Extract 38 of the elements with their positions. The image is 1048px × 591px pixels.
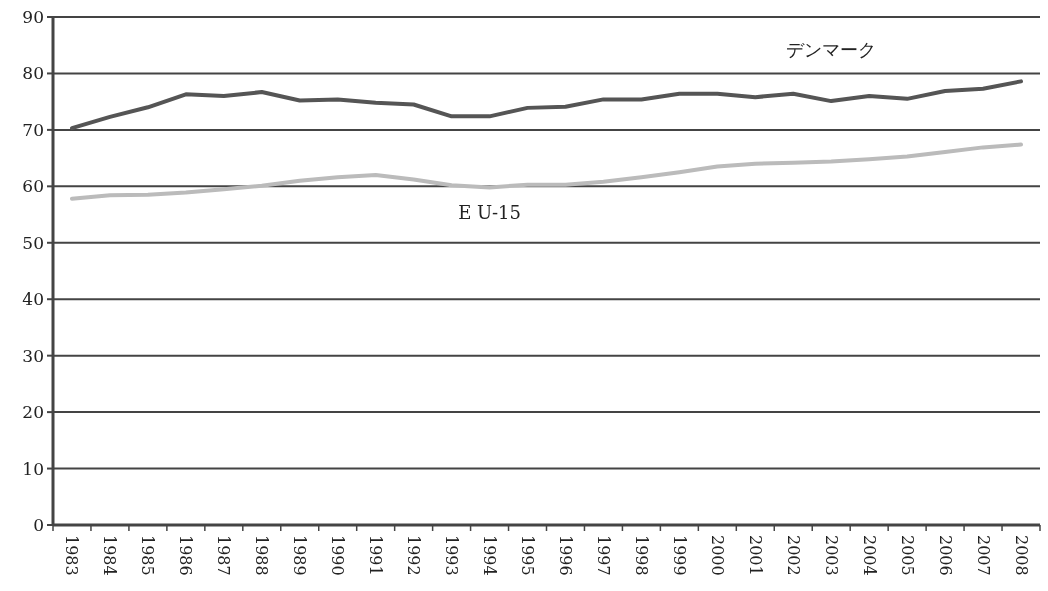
x-tick-label: 1988 xyxy=(252,535,272,576)
x-tick-label: 2002 xyxy=(783,535,803,576)
x-tick-label: 2000 xyxy=(707,535,727,576)
x-tick-label: 1998 xyxy=(631,535,651,576)
x-tick-label: 1990 xyxy=(328,535,348,576)
x-tick-label: 2001 xyxy=(745,535,765,576)
x-tick-label: 2005 xyxy=(897,535,917,576)
y-tick-label: 20 xyxy=(22,402,44,423)
y-tick-label: 40 xyxy=(22,289,44,310)
x-tick-label: 1999 xyxy=(669,535,689,576)
x-tick-label: 1993 xyxy=(442,535,462,576)
series-label: E U-15 xyxy=(458,202,521,224)
x-tick-label: 1995 xyxy=(518,535,538,576)
x-tick-label: 2003 xyxy=(821,535,841,576)
y-tick-label: 10 xyxy=(22,458,44,479)
x-tick-label: 1984 xyxy=(100,535,120,576)
x-tick-label: 2007 xyxy=(973,535,993,576)
x-tick-label: 1991 xyxy=(366,535,386,576)
x-tick-label: 2004 xyxy=(859,535,879,576)
y-tick-label: 60 xyxy=(22,176,44,197)
x-tick-label: 1987 xyxy=(214,535,234,576)
x-tick-label: 2008 xyxy=(1011,535,1031,576)
x-tick-label: 1997 xyxy=(593,535,613,576)
x-tick-label: 1994 xyxy=(480,535,500,576)
y-tick-label: 70 xyxy=(22,119,44,140)
x-tick-label: 1992 xyxy=(404,535,424,576)
y-tick-label: 0 xyxy=(33,515,44,535)
x-tick-label: 1983 xyxy=(62,535,82,576)
series-label: デンマーク xyxy=(786,39,877,61)
x-tick-label: 1985 xyxy=(138,535,158,576)
y-tick-label: 80 xyxy=(22,63,44,84)
y-tick-label: 30 xyxy=(22,345,44,366)
x-tick-label: 1989 xyxy=(290,535,310,576)
y-tick-label: 90 xyxy=(22,7,44,27)
y-tick-label: 50 xyxy=(22,232,44,253)
x-tick-label: 1996 xyxy=(555,535,575,576)
x-tick-label: 1986 xyxy=(176,535,196,576)
x-tick-label: 2006 xyxy=(935,535,955,576)
